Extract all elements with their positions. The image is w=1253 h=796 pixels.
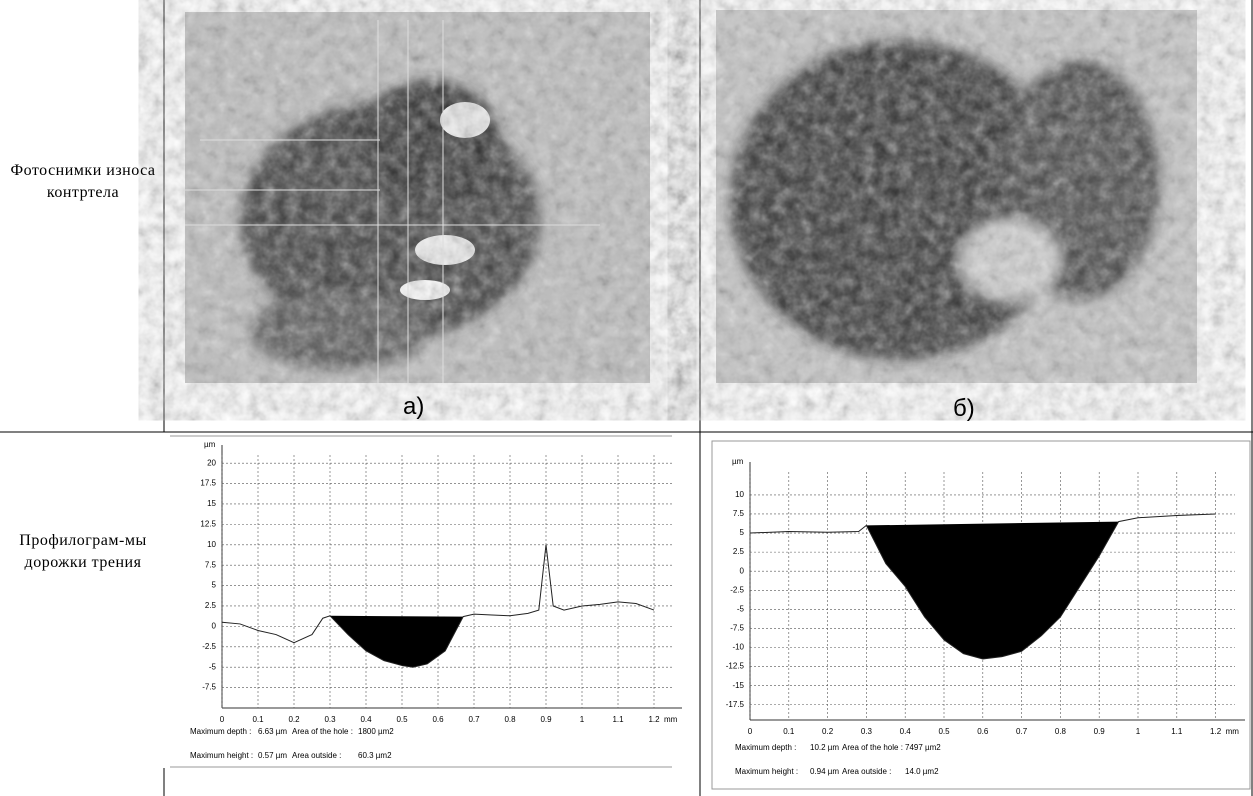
y-tick-label: -12.5 [726, 662, 745, 671]
x-tick-label: 0.3 [861, 727, 873, 736]
x-tick-label: 0.2 [288, 715, 300, 724]
x-tick-label: 1 [1136, 727, 1141, 736]
profile-line [749, 513, 1216, 660]
x-tick-label: 0.7 [1016, 727, 1028, 736]
x-tick-label: 0.5 [396, 715, 408, 724]
photo-a [185, 12, 650, 383]
photo-b [716, 10, 1197, 383]
stat-text: Maximum height : [190, 751, 253, 760]
x-unit: mm [664, 715, 678, 724]
x-tick-label: 0.9 [540, 715, 552, 724]
y-tick-label: -7.5 [202, 683, 216, 692]
x-tick-label: 0.8 [504, 715, 516, 724]
y-tick-label: 0 [740, 566, 745, 575]
frame [711, 440, 1251, 790]
row-label: Фотоснимки износа контртела [10, 162, 156, 201]
stat-text: Maximum height : [735, 767, 798, 776]
x-tick-label: 0.4 [900, 727, 912, 736]
y-tick-label: -5 [737, 604, 745, 613]
x-tick-label: 0.1 [252, 715, 264, 724]
stat-text: 7497 µm2 [905, 743, 941, 752]
stat-text: 1800 µm2 [358, 727, 394, 736]
x-tick-label: 0.1 [783, 727, 795, 736]
y-tick-label: 2.5 [205, 601, 217, 610]
x-tick-label: 1.1 [1171, 727, 1183, 736]
x-tick-label: 0.8 [1055, 727, 1067, 736]
y-tick-label: 10 [207, 540, 216, 549]
profile-line [221, 544, 655, 668]
x-tick-label: 1.2 [648, 715, 660, 724]
x-tick-label: 1 [580, 715, 585, 724]
x-tick-label: 0.3 [324, 715, 336, 724]
stat-text: Maximum depth : [190, 727, 251, 736]
y-tick-label: 20 [207, 458, 216, 467]
y-tick-label: 12.5 [200, 519, 216, 528]
stat-text: 0.94 µm [810, 767, 839, 776]
row-label: Профилограм-мы дорожки трения [19, 532, 147, 571]
stat-text: Maximum depth : [735, 743, 796, 752]
x-tick-label: 0.5 [938, 727, 950, 736]
y-tick-label: -2.5 [730, 585, 744, 594]
x-tick-label: 0 [748, 727, 753, 736]
x-tick-label: 0.4 [360, 715, 372, 724]
y-tick-label: 7.5 [205, 560, 217, 569]
x-tick-label: 0.9 [1094, 727, 1106, 736]
caption: а) [403, 393, 425, 420]
stat-text: Area of the hole : [842, 743, 903, 752]
x-tick-label: 0.2 [822, 727, 834, 736]
stat-text: Area outside : [292, 751, 341, 760]
y-tick-label: -15 [732, 681, 744, 690]
x-tick-label: 1.1 [612, 715, 624, 724]
stat-text: 14.0 µm2 [905, 767, 939, 776]
stat-text: 0.57 µm [258, 751, 287, 760]
y-unit: µm [732, 457, 744, 466]
stat-text: 60.3 µm2 [358, 751, 392, 760]
hole-area [330, 615, 464, 668]
y-tick-label: 7.5 [733, 509, 745, 518]
x-unit: mm [1226, 727, 1240, 736]
y-unit: µm [204, 440, 216, 449]
caption: б) [953, 395, 975, 422]
x-tick-label: 1.2 [1210, 727, 1222, 736]
y-tick-label: -10 [732, 643, 744, 652]
stat-text: 6.63 µm [258, 727, 287, 736]
hole-area [866, 521, 1119, 659]
y-tick-label: -17.5 [726, 700, 745, 709]
y-tick-label: 15 [207, 499, 216, 508]
y-tick-label: -2.5 [202, 642, 216, 651]
stat-text: Area outside : [842, 767, 891, 776]
stat-text: 10.2 µm [810, 743, 839, 752]
x-tick-label: 0.6 [977, 727, 989, 736]
stat-text: Area of the hole : [292, 727, 353, 736]
y-tick-label: 0 [212, 621, 217, 630]
y-tick-label: -5 [209, 662, 217, 671]
y-tick-label: 2.5 [733, 547, 745, 556]
x-tick-label: 0.6 [432, 715, 444, 724]
y-tick-label: 5 [212, 581, 217, 590]
y-tick-label: 5 [740, 528, 745, 537]
y-tick-label: 17.5 [200, 479, 216, 488]
x-tick-label: 0 [220, 715, 225, 724]
y-tick-label: 10 [735, 490, 744, 499]
y-tick-label: -7.5 [730, 624, 744, 633]
x-tick-label: 0.7 [468, 715, 480, 724]
